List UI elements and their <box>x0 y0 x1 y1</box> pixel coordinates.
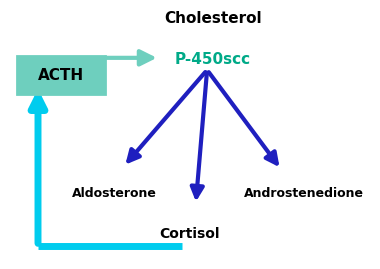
Text: ACTH: ACTH <box>38 68 84 83</box>
Text: Cortisol: Cortisol <box>160 227 220 241</box>
Text: Aldosterone: Aldosterone <box>71 187 157 200</box>
Text: Androstenedione: Androstenedione <box>244 187 364 200</box>
FancyBboxPatch shape <box>17 56 105 94</box>
Text: Cholesterol: Cholesterol <box>164 11 261 26</box>
Text: P-450scc: P-450scc <box>175 52 251 67</box>
